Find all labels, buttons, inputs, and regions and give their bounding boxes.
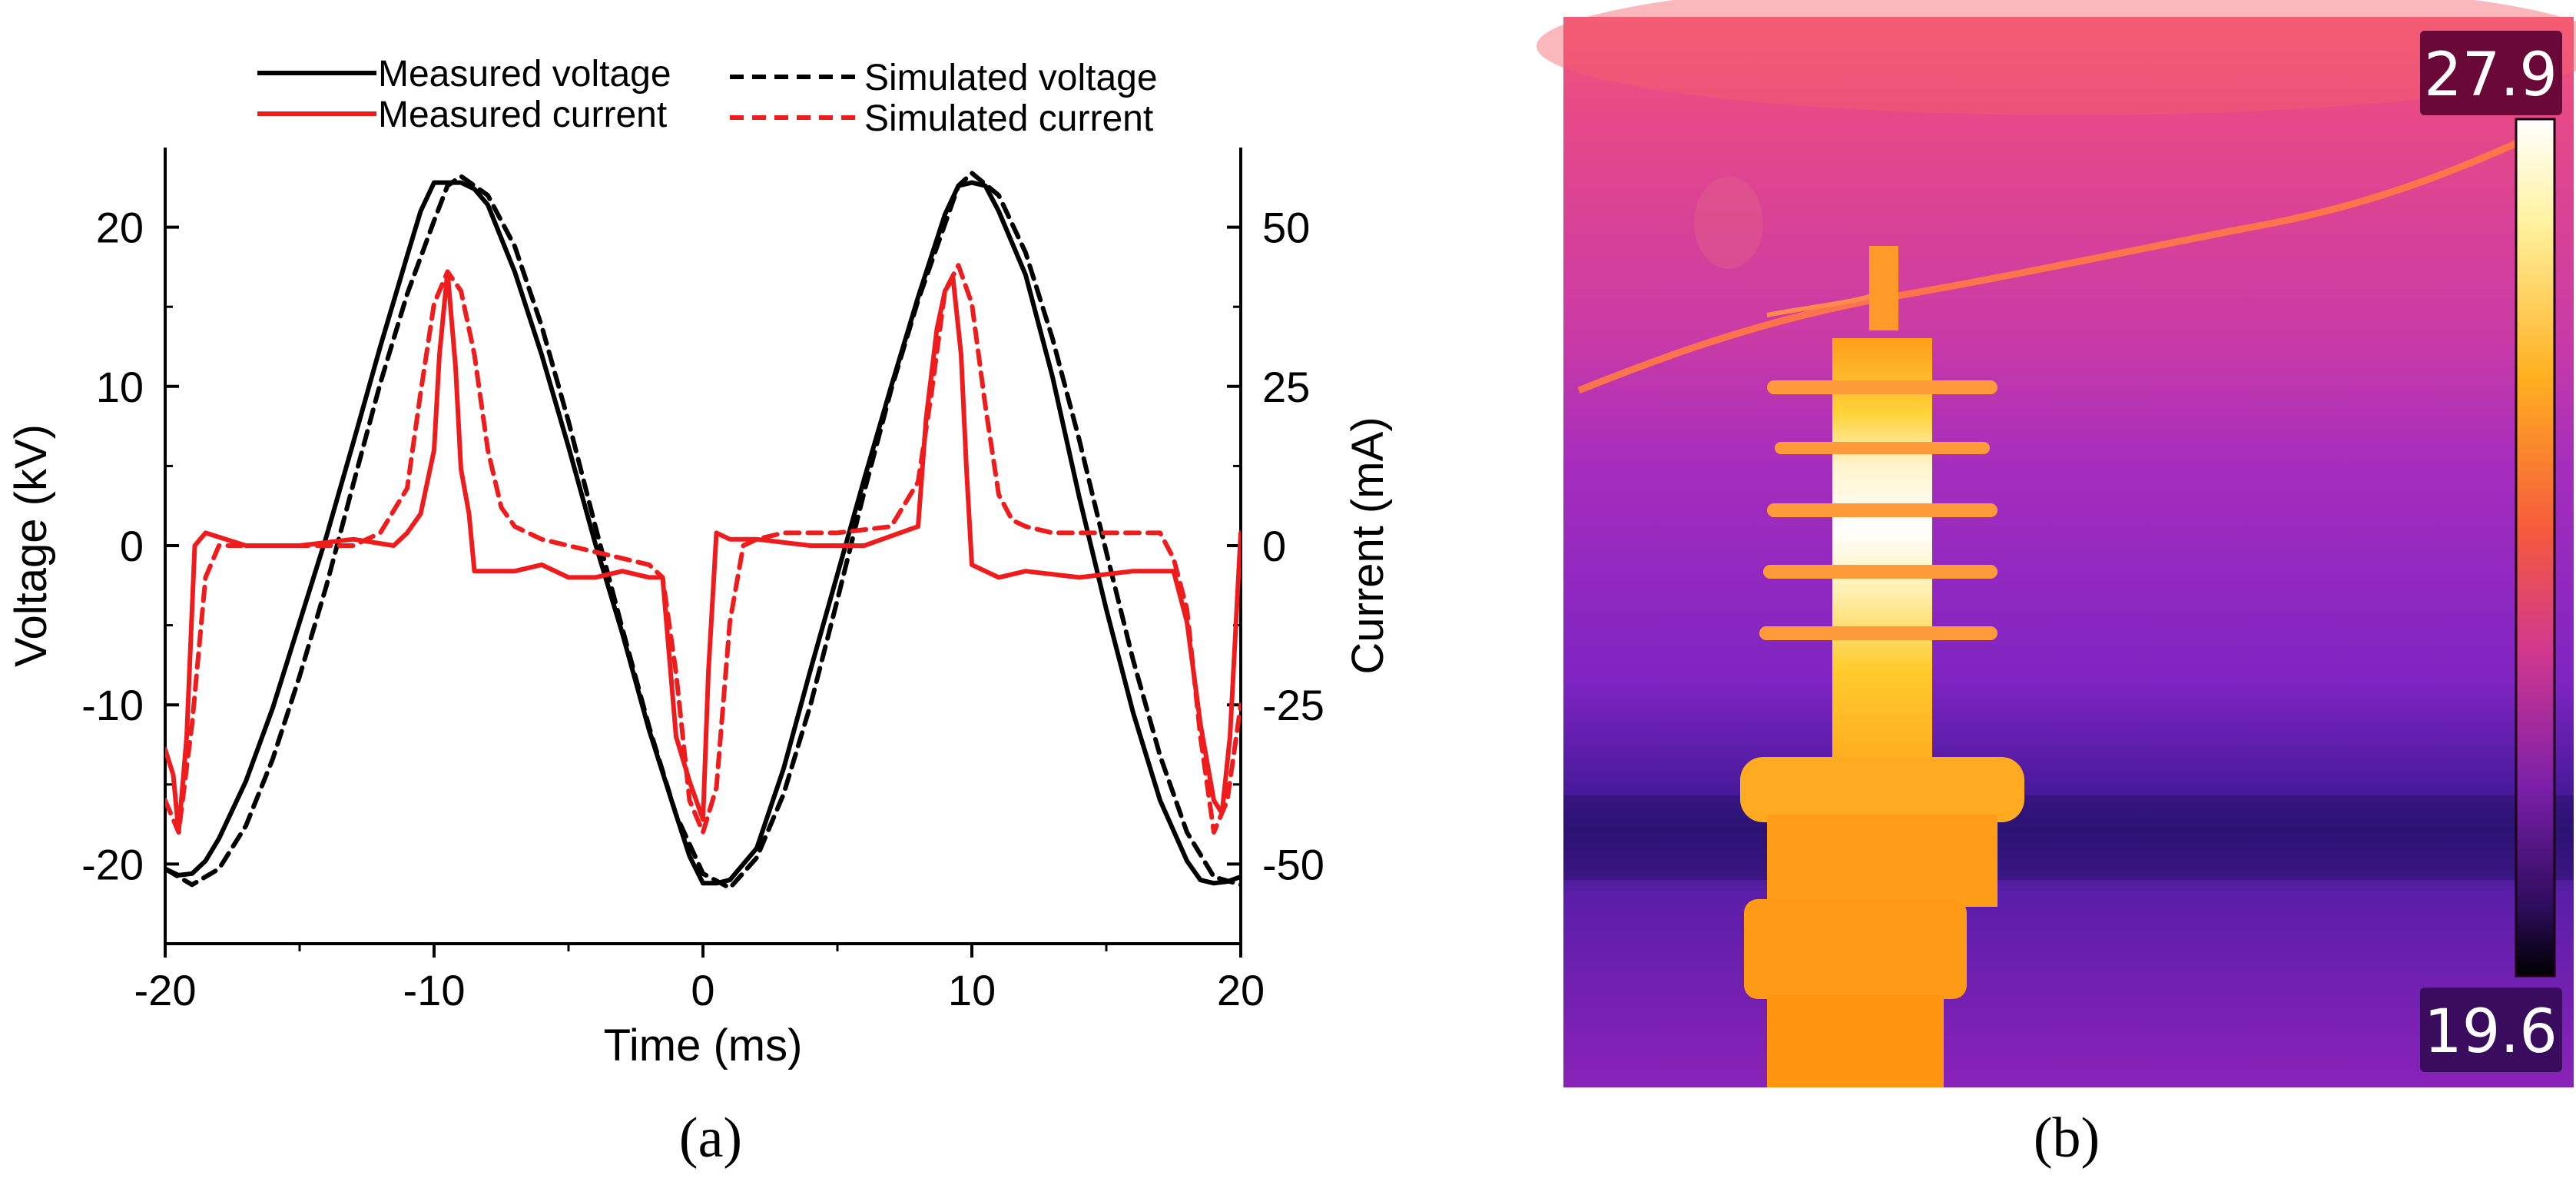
insulator-top-pin	[1869, 246, 1898, 330]
series-measured-voltage	[165, 180, 1241, 886]
x-tick-label: -20	[134, 966, 197, 1014]
left-y-tick-label: 10	[96, 363, 144, 411]
right-y-tick-label: -25	[1262, 681, 1324, 729]
chart-series	[165, 171, 1241, 891]
insulator-shed	[1775, 442, 1990, 454]
thermal-haze	[1537, 0, 2576, 115]
thermal-background	[1563, 17, 2574, 1087]
x-tick-label: 0	[691, 966, 714, 1014]
right-y-tick-label: -50	[1262, 840, 1324, 888]
right-y-tick-label: 0	[1262, 522, 1286, 570]
insulator-shed	[1759, 626, 1997, 640]
right-y-tick-label: 50	[1262, 204, 1310, 252]
right-y-tick-label: 25	[1262, 363, 1310, 411]
panel-a-caption: (a)	[679, 1107, 742, 1170]
left-y-axis-label: Voltage (kV)	[6, 424, 56, 667]
legend-label-measured-voltage: Measured voltage	[378, 54, 671, 95]
insulator-sheds	[1759, 380, 1997, 640]
x-tick-label: 10	[948, 966, 996, 1014]
x-tick-label: 20	[1217, 966, 1265, 1014]
voltage-current-chart: -20 -10 0 10 20 -20 -10 0 10 20 -50 -25 0 25 50 Time…	[6, 54, 1393, 1170]
x-axis-label: Time (ms)	[604, 1021, 803, 1070]
legend-label-measured-current: Measured current	[378, 95, 667, 135]
left-y-tick-label: 20	[96, 204, 144, 252]
thermal-cold-band	[1563, 795, 2574, 880]
legend-label-simulated-voltage: Simulated voltage	[864, 58, 1158, 98]
chart-legend: Measured voltage Simulated voltage Measu…	[257, 54, 1158, 139]
insulator-shed	[1763, 565, 1997, 579]
thermal-image-panel: 27.9 19.6 (b)	[1537, 0, 2576, 1170]
colorbar-max-label: 27.9	[2424, 41, 2558, 110]
insulator-shed	[1767, 503, 1997, 517]
legend-label-simulated-current: Simulated current	[864, 98, 1153, 139]
left-y-tick-label: -10	[81, 681, 144, 729]
left-y-axis-ticks: -20 -10 0 10 20	[81, 204, 179, 888]
insulator-post	[1767, 995, 1944, 1087]
thermal-warm-spot	[1694, 177, 1763, 269]
insulator-flange	[1740, 757, 2024, 822]
series-simulated-current	[165, 263, 1241, 835]
panel-b-caption: (b)	[2034, 1107, 2100, 1170]
right-y-axis-ticks: -50 -25 0 25 50	[1227, 204, 1324, 888]
x-tick-label: -10	[403, 966, 466, 1014]
power-line-wire	[1577, 134, 2529, 394]
colorbar-min-label: 19.6	[2424, 997, 2558, 1067]
right-y-axis-label: Current (mA)	[1343, 417, 1393, 674]
insulator-base	[1744, 899, 1967, 999]
series-simulated-voltage	[165, 171, 1241, 891]
left-y-tick-label: -20	[81, 840, 144, 888]
insulator-body	[1832, 338, 1932, 761]
colorbar-max-box	[2420, 31, 2562, 115]
x-axis-ticks: -20 -10 0 10 20	[134, 944, 1265, 1014]
insulator-shed	[1767, 380, 1997, 394]
series-measured-current	[165, 269, 1241, 835]
colorbar-min-box	[2420, 988, 2562, 1072]
insulator-lower-body	[1767, 815, 1997, 907]
left-y-tick-label: 0	[120, 522, 144, 570]
temperature-colorbar	[2515, 118, 2556, 978]
